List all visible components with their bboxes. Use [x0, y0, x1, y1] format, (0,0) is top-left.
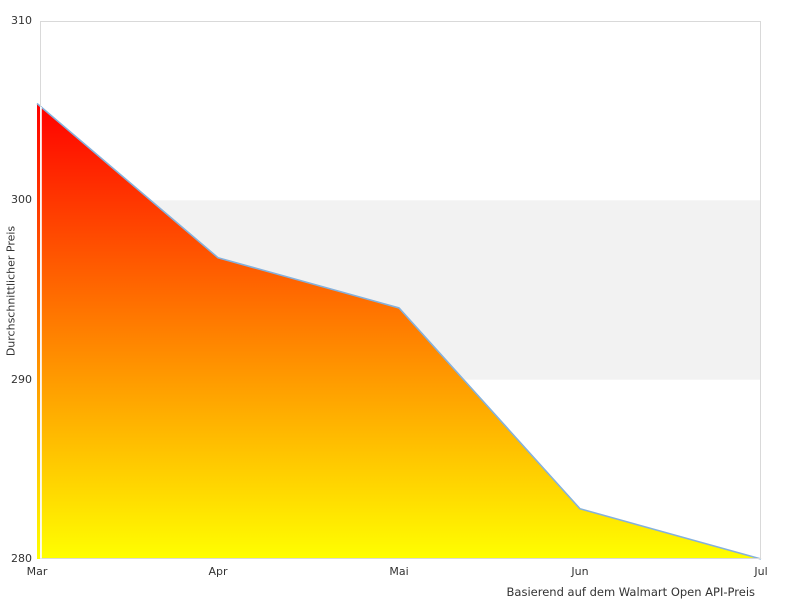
x-tick-label: Apr — [208, 565, 228, 578]
y-tick-label: 300 — [11, 193, 32, 207]
y-tick-label: 310 — [11, 14, 32, 27]
y-axis-title: Durchschnittlicher Preis — [4, 225, 18, 357]
plot-area — [36, 21, 762, 560]
y-tick-label: 290 — [11, 372, 32, 386]
x-tick-label: Mai — [389, 565, 409, 578]
chart-caption: Basierend auf dem Walmart Open API-Preis — [506, 585, 755, 599]
x-tick-label: Jul — [754, 565, 768, 578]
x-tick-label: Jun — [571, 565, 589, 578]
series-line — [36, 102, 762, 560]
chart-canvas — [36, 21, 762, 560]
area-series — [37, 103, 761, 559]
y-tick-label: 280 — [11, 552, 32, 565]
x-tick-label: Mar — [26, 565, 48, 578]
